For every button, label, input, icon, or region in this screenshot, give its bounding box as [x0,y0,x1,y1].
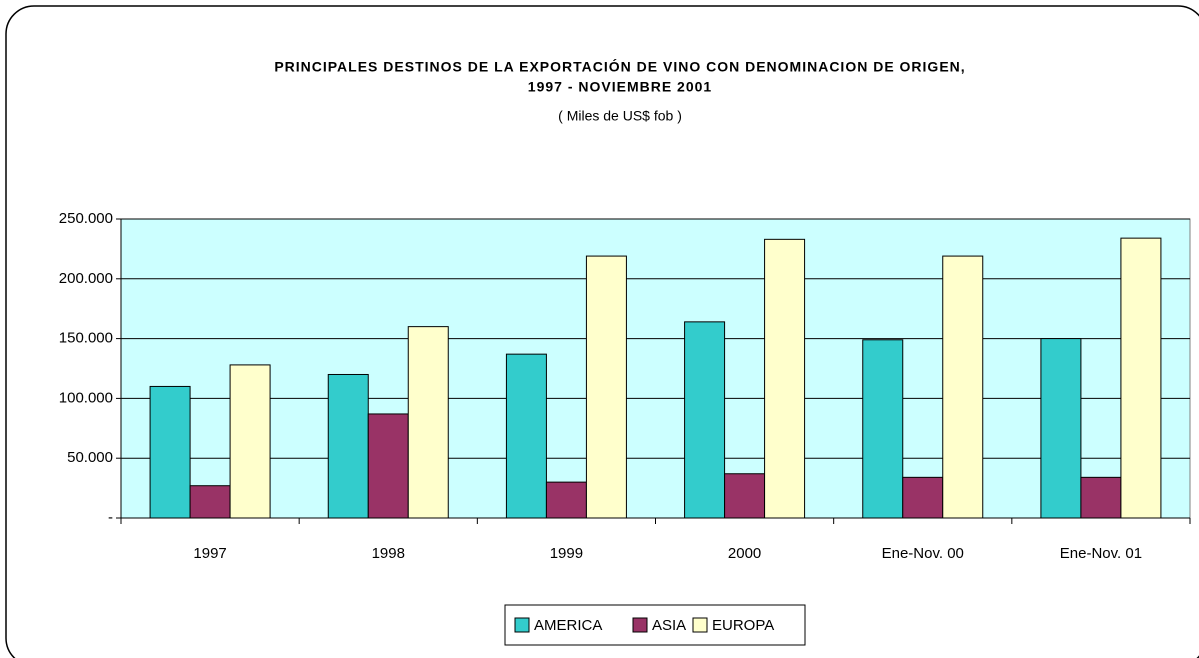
bar [505,353,547,519]
legend-swatch [514,617,530,633]
y-tick-label: 200.000 [59,270,113,287]
bar [149,385,191,519]
legend-label: ASIA [652,617,686,634]
y-tick-label: 100.000 [59,389,113,406]
x-tick-label: 1998 [372,545,405,562]
chart-title: 1997 - NOVIEMBRE 2001 [528,79,712,95]
chart-title: PRINCIPALES DESTINOS DE LA EXPORTACIÓN D… [274,58,965,75]
x-tick-label: 1999 [550,545,583,562]
bar [407,326,449,519]
bar [1040,338,1082,519]
x-tick-label: Ene-Nov. 00 [882,545,964,562]
legend-label: EUROPA [712,617,774,634]
y-tick-label: 50.000 [67,449,113,466]
x-tick-label: 1997 [193,545,226,562]
legend-swatch [632,617,648,633]
x-tick-label: Ene-Nov. 01 [1060,545,1142,562]
bar [189,485,231,519]
y-tick-label: 250.000 [59,210,113,227]
y-tick-label: 150.000 [59,330,113,347]
bar [229,364,271,519]
legend-swatch [692,617,708,633]
bar [1120,237,1162,519]
bar [862,339,904,519]
bar [367,413,409,519]
bar [1080,476,1122,519]
bar [327,373,369,519]
bar [942,255,984,519]
y-tick-label: - [108,509,113,526]
plot-area [120,218,1191,519]
bar [902,476,944,519]
bar [585,255,627,519]
bar [764,238,806,519]
chart-subtitle: ( Miles de US$ fob ) [558,108,682,124]
legend [504,604,806,646]
legend-label: AMERICA [534,617,602,634]
bar [724,473,766,519]
x-tick-label: 2000 [728,545,761,562]
bar [684,321,726,519]
bar [545,481,587,519]
